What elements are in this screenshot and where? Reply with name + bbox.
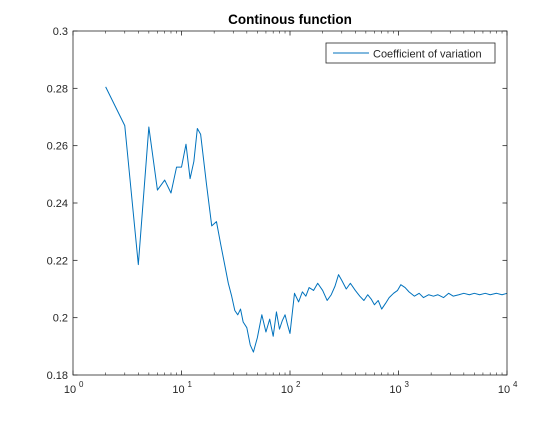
y-tick-label: 0.24 (47, 198, 68, 210)
series-line-0 (105, 86, 508, 353)
x-tick-label: 10 (389, 384, 401, 396)
x-tick-label: 10 (498, 384, 510, 396)
x-tick-label: 10 (64, 384, 76, 396)
y-tick-label: 0.18 (47, 370, 68, 382)
plot-area (73, 31, 507, 375)
chart-title: Continous function (228, 12, 352, 27)
legend-label: Coefficient of variation (373, 49, 482, 61)
legend[interactable]: Coefficient of variation (325, 42, 496, 64)
y-tick-label: 0.28 (47, 83, 68, 95)
x-tick-label: 10 (281, 384, 293, 396)
x-tick-label: 10 (172, 384, 184, 396)
x-tick-label-exponent: 1 (188, 380, 193, 389)
x-tick-label-exponent: 3 (405, 380, 410, 389)
x-tick-label-exponent: 4 (513, 380, 518, 389)
series-layer (105, 86, 508, 353)
y-tick-label: 0.22 (47, 255, 68, 267)
x-tick-label-exponent: 2 (296, 380, 301, 389)
x-tick-label-exponent: 0 (79, 380, 84, 389)
y-tick-label: 0.3 (53, 26, 68, 38)
tick-layer: 0.180.20.220.240.260.280.310 0 10 1 10 2 10 3 10… (47, 26, 518, 396)
y-tick-label: 0.26 (47, 141, 68, 153)
y-tick-label: 0.2 (53, 313, 68, 325)
legend-box (325, 42, 496, 64)
